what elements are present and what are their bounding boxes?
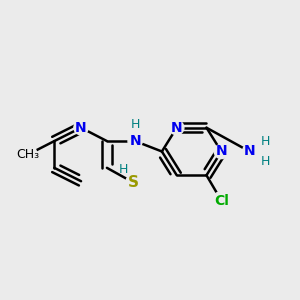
Text: S: S bbox=[128, 175, 139, 190]
Text: N: N bbox=[215, 145, 227, 158]
Circle shape bbox=[169, 121, 184, 135]
Circle shape bbox=[74, 121, 88, 135]
Text: H: H bbox=[261, 135, 271, 148]
Text: H: H bbox=[118, 164, 128, 176]
Text: N: N bbox=[129, 134, 141, 148]
Text: N: N bbox=[171, 121, 183, 135]
Text: N: N bbox=[244, 145, 255, 158]
Circle shape bbox=[126, 175, 142, 191]
Text: N: N bbox=[75, 121, 87, 135]
Circle shape bbox=[19, 146, 37, 164]
Circle shape bbox=[214, 144, 229, 159]
Circle shape bbox=[242, 144, 257, 159]
Text: H: H bbox=[130, 118, 140, 131]
Circle shape bbox=[212, 192, 230, 209]
Text: H: H bbox=[261, 155, 271, 168]
Text: CH₃: CH₃ bbox=[16, 148, 40, 161]
Circle shape bbox=[128, 134, 142, 148]
Text: Cl: Cl bbox=[214, 194, 229, 208]
